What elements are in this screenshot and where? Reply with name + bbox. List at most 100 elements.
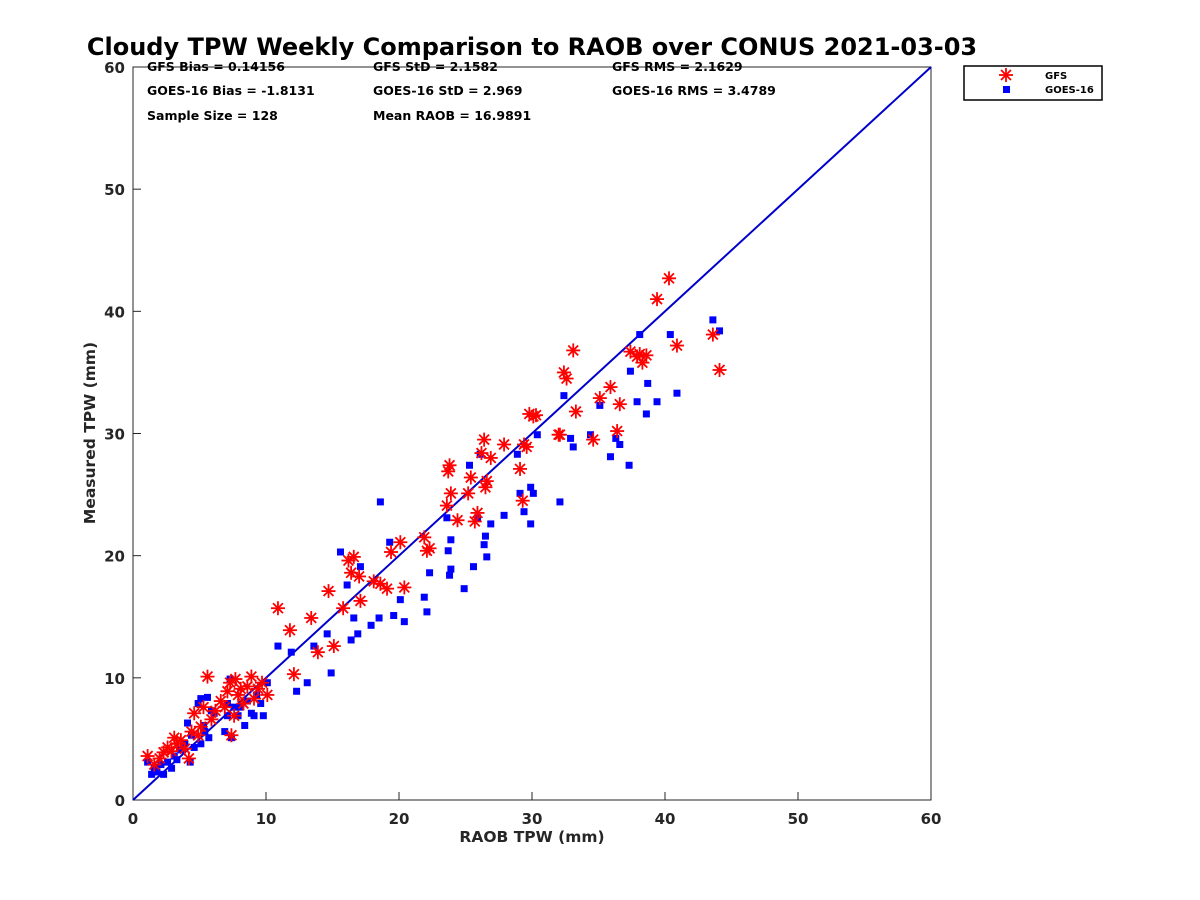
gfs-point [228,672,243,687]
gfs-point [373,576,388,591]
gfs-point [443,486,458,501]
x-tick-label: 30 [522,810,543,828]
gfs-point [661,271,676,286]
goes16-point [293,687,301,695]
gfs-point [321,584,336,599]
y-axis-label: Measured TPW (mm) [81,342,99,524]
x-tick-label: 20 [389,810,410,828]
goes16-point [447,565,455,573]
gfs-point [551,427,566,442]
legend-goes-marker [1003,86,1010,93]
goes16-point [666,331,674,339]
goes16-point [205,734,213,742]
gfs-point [393,535,408,550]
gfs-point [200,669,215,684]
y-tick-label: 10 [104,670,125,688]
goes16-point [336,548,344,556]
gfs-point [463,470,478,485]
goes16-point [447,536,455,544]
x-axis-label: RAOB TPW (mm) [459,828,604,846]
goes16-point [625,461,633,469]
y-tick-label: 0 [115,792,125,810]
gfs-point [442,458,457,473]
gfs-point [181,751,196,766]
gfs-point [244,669,259,684]
goes16-point [230,703,238,711]
goes16-point [469,563,477,571]
gfs-point [592,391,607,406]
gfs-point [224,728,239,743]
gfs-point [483,450,498,465]
goes16-point [350,614,358,622]
goes16-point [527,520,535,528]
goes16-point [487,520,495,528]
gfs-point [227,708,242,723]
goes16-point [420,593,428,601]
stat-goes-std: GOES-16 StD = 2.969 [373,83,522,98]
gfs-point [352,569,367,584]
goes16-point [642,410,650,418]
goes16-point [709,316,717,324]
legend-gfs-label: GFS [1045,71,1067,82]
goes16-point [396,596,404,604]
gfs-point [384,545,399,560]
x-tick-label: 10 [256,810,277,828]
goes16-point [168,764,176,772]
gfs-point [187,706,202,721]
goes16-point [177,746,185,754]
goes16-point [386,538,394,546]
gfs-point [712,362,727,377]
goes16-point [556,498,564,506]
stat-gfs-bias: GFS Bias = 0.14156 [147,59,285,74]
goes16-point [194,699,202,707]
goes16-point [170,752,178,760]
goes16-point [160,770,168,778]
x-tick-label: 40 [655,810,676,828]
goes16-point [184,719,192,727]
goes16-point [221,728,229,736]
legend-box [963,65,1103,101]
goes16-point [356,563,364,571]
goes16-point [274,642,282,650]
goes16-point [636,331,644,339]
legend-goes-label: GOES-16 [1045,85,1094,96]
goes16-point [481,532,489,540]
gfs-point [346,549,361,564]
gfs-point [669,338,684,353]
legend: GFS GOES-16 [963,65,1103,101]
gfs-point [439,498,454,513]
goes16-point [446,571,454,579]
gfs-point [450,513,465,528]
series-gfs [140,271,727,772]
x-tick-label: 50 [788,810,809,828]
gfs-point [282,623,297,638]
gfs-point [286,667,301,682]
goes16-point [606,453,614,461]
gfs-point [497,437,512,452]
goes16-point [148,770,156,778]
goes16-point [367,621,375,629]
goes16-point [616,440,624,448]
gfs-point [236,696,251,711]
goes16-point [612,434,620,442]
goes16-point [186,758,194,766]
y-tick-label: 30 [104,426,125,444]
gfs-point [397,580,412,595]
gfs-point [528,408,543,423]
gfs-point [513,461,528,476]
goes16-point [257,699,265,707]
goes16-point [310,642,318,650]
goes16-point [633,398,641,406]
gfs-point [260,687,275,702]
goes16-point [673,389,681,397]
y-tick-label: 40 [104,303,125,321]
gfs-point [566,343,581,358]
goes16-point [259,712,267,720]
goes16-point [460,585,468,593]
goes16-point [483,553,491,561]
goes16-point [533,431,541,439]
legend-gfs-asterisk [999,68,1013,82]
goes16-point [250,712,258,720]
stat-gfs-rms: GFS RMS = 2.1629 [612,59,743,74]
goes16-point [587,431,595,439]
